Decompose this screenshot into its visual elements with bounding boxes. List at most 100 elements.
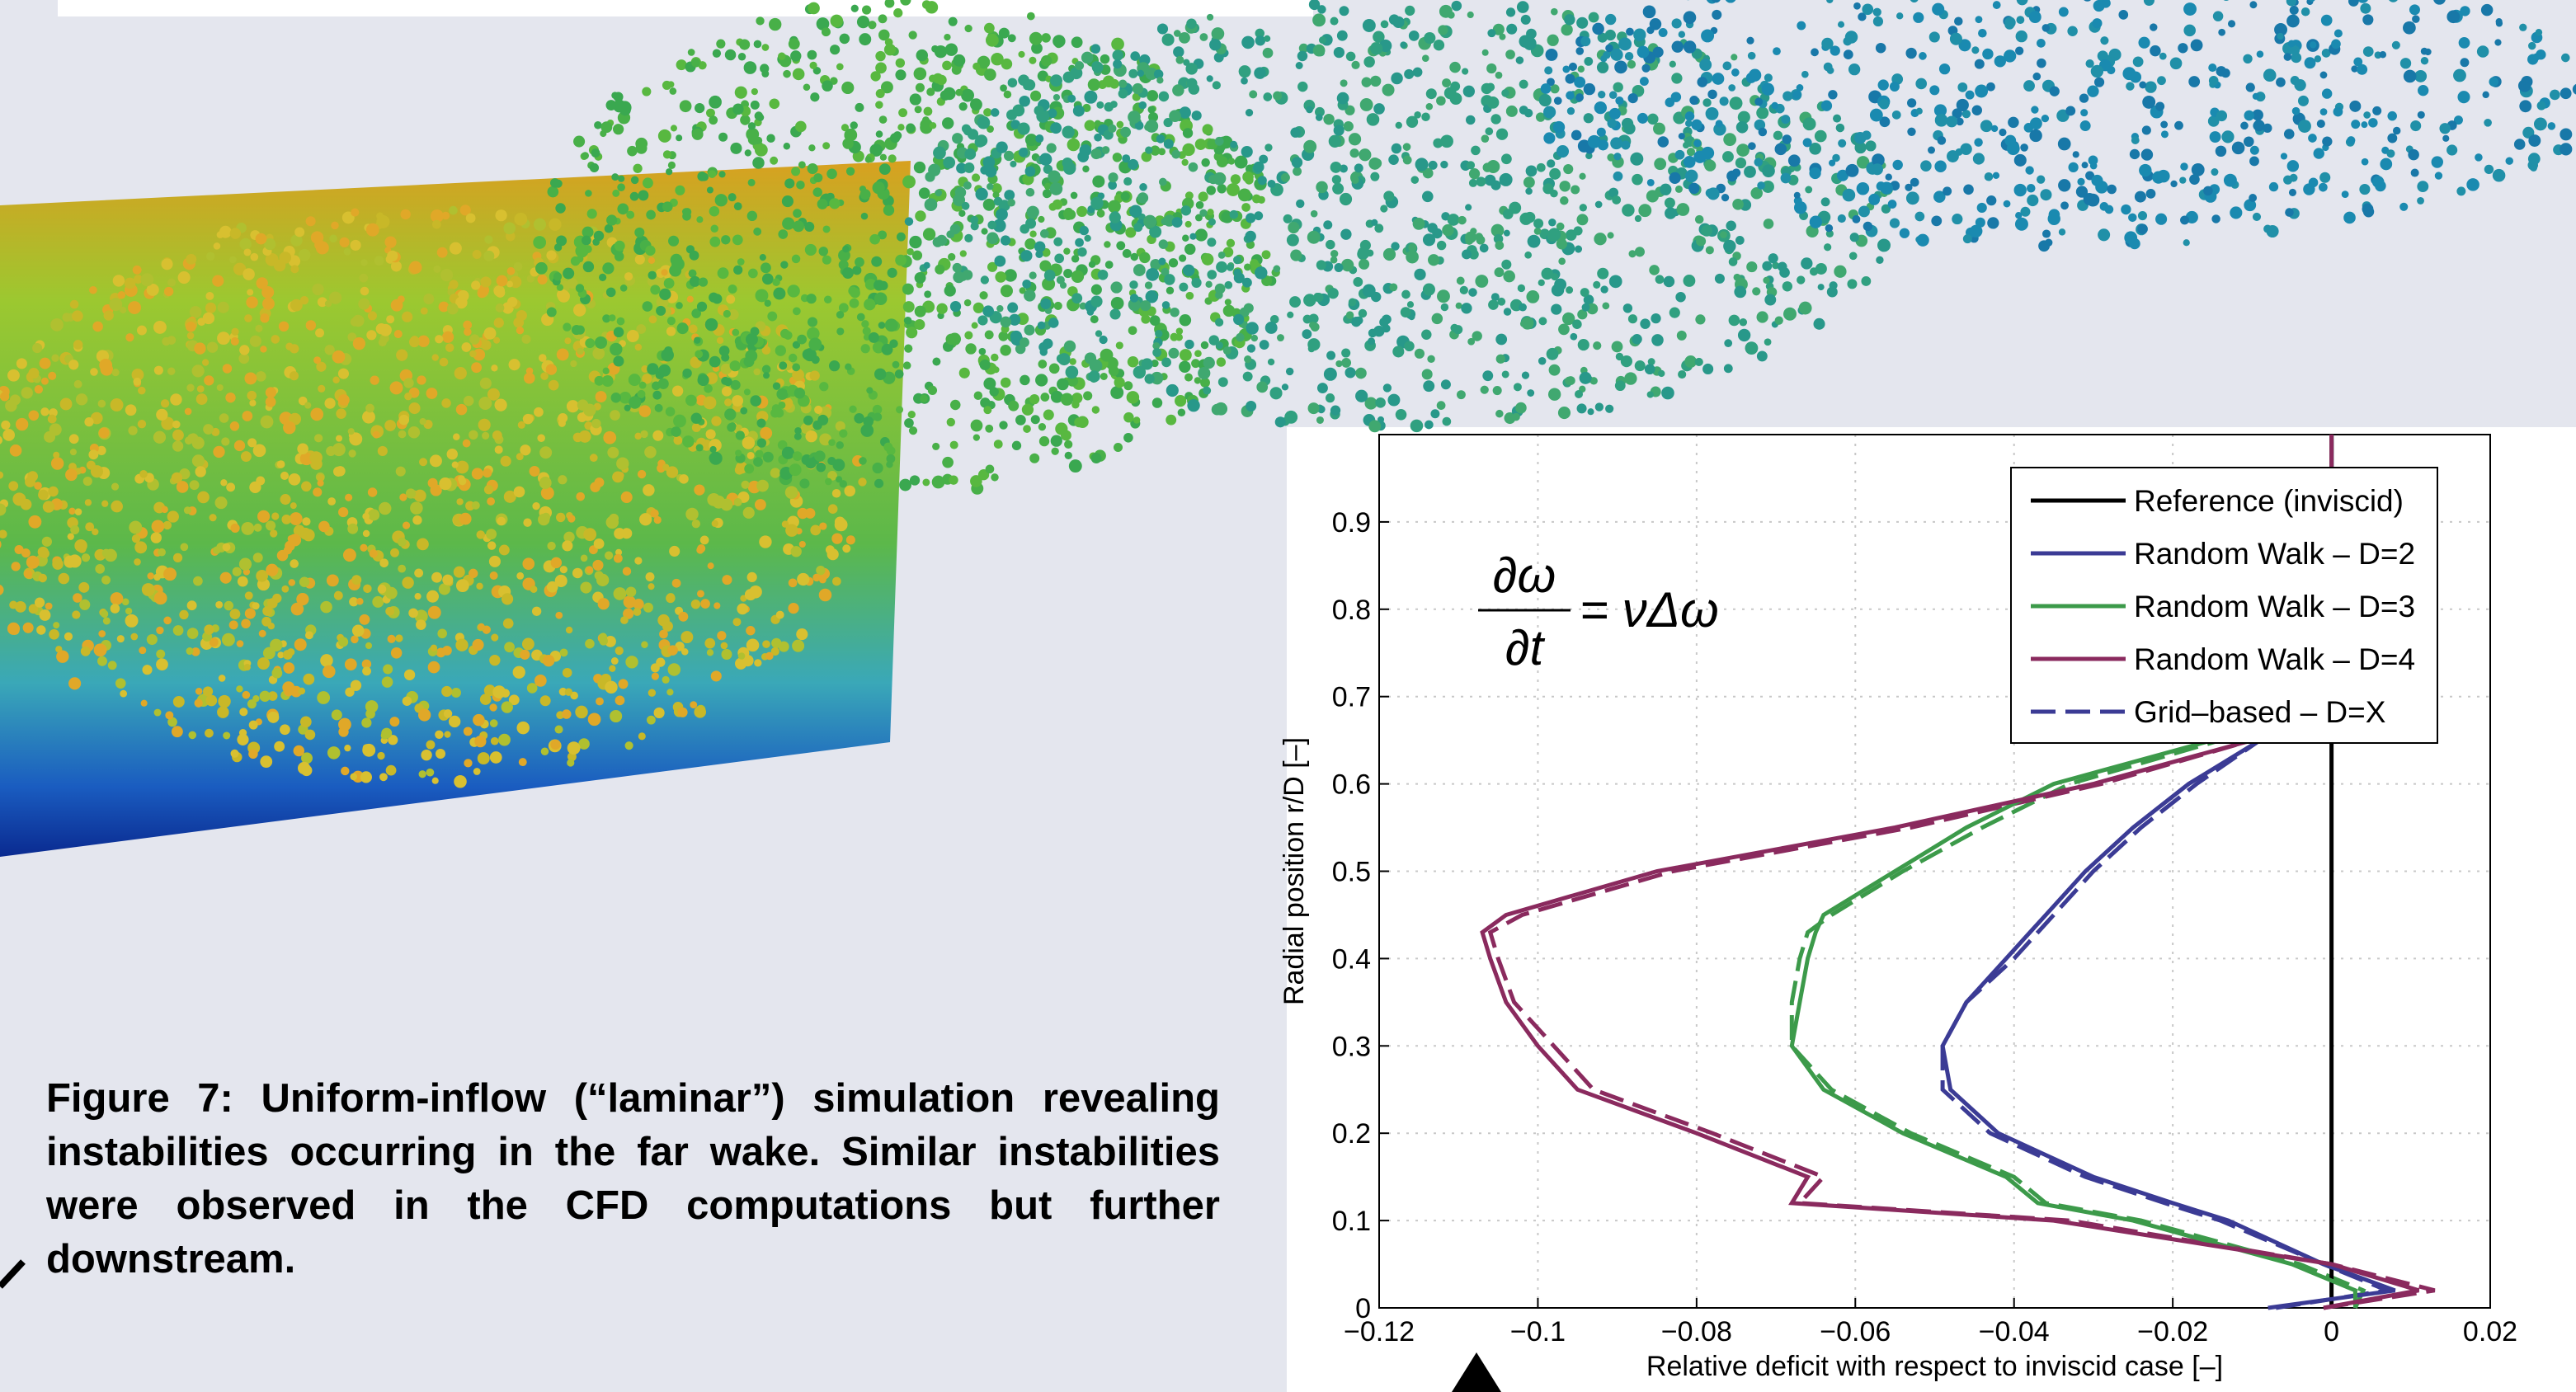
particle	[633, 164, 642, 173]
particle	[2221, 68, 2230, 78]
particle	[1000, 345, 1010, 355]
particle	[532, 502, 539, 510]
particle	[2519, 24, 2527, 31]
particle	[1702, 98, 1711, 106]
particle	[865, 156, 872, 162]
particle	[497, 275, 508, 287]
particle	[2404, 70, 2417, 83]
particle	[1462, 249, 1472, 259]
particle	[1588, 135, 1601, 148]
particle	[1595, 402, 1604, 411]
particle	[480, 276, 491, 287]
particle	[1826, 0, 1833, 3]
particle	[463, 440, 471, 448]
particle	[539, 477, 552, 489]
particle	[1687, 148, 1695, 156]
particle	[769, 18, 781, 31]
particle	[1506, 7, 1515, 16]
particle	[1351, 176, 1359, 184]
particle	[1597, 62, 1608, 73]
particle	[1035, 134, 1043, 143]
particle	[1074, 417, 1084, 427]
particle	[977, 315, 987, 325]
particle	[173, 696, 185, 708]
particle	[1062, 158, 1073, 168]
particle	[2155, 102, 2164, 111]
particle	[836, 441, 844, 449]
particle	[555, 203, 565, 213]
particle	[1693, 139, 1701, 147]
particle	[1671, 92, 1681, 101]
particle	[535, 675, 547, 687]
particle	[744, 61, 757, 74]
particle	[654, 708, 665, 718]
particle	[1015, 415, 1026, 426]
particle	[1905, 48, 1916, 59]
particle	[331, 222, 339, 230]
particle	[587, 209, 597, 219]
particle	[1024, 289, 1035, 301]
particle	[437, 628, 447, 638]
particle	[1858, 205, 1870, 217]
particle	[1083, 391, 1092, 400]
particle	[1640, 318, 1650, 328]
particle	[1127, 391, 1139, 403]
particle	[2174, 121, 2183, 130]
particle	[449, 206, 458, 215]
particle	[188, 731, 196, 740]
particle	[746, 333, 758, 346]
particle	[7, 369, 20, 382]
particle	[1423, 380, 1434, 392]
particle	[1245, 231, 1256, 242]
particle	[1145, 281, 1152, 289]
particle	[1546, 49, 1558, 61]
particle	[2477, 45, 2489, 58]
particle	[1699, 59, 1712, 71]
particle	[1726, 221, 1735, 231]
particle	[987, 221, 996, 230]
particle	[793, 209, 802, 218]
particle	[1886, 173, 1892, 180]
particle	[266, 387, 276, 397]
particle	[1735, 236, 1745, 245]
particle	[2314, 148, 2324, 158]
particle	[454, 567, 465, 578]
particle	[1207, 209, 1213, 215]
particle	[1675, 150, 1685, 160]
particle	[726, 294, 735, 303]
particle	[2331, 40, 2341, 49]
particle	[1040, 299, 1051, 309]
particle	[243, 691, 251, 699]
particle	[2137, 223, 2148, 234]
particle	[673, 436, 682, 445]
particle	[1403, 143, 1411, 151]
particle	[2484, 119, 2492, 127]
particle	[70, 449, 77, 455]
particle	[139, 647, 146, 654]
particle	[2317, 120, 2325, 128]
particle	[1782, 134, 1792, 144]
particle	[1976, 218, 1985, 228]
particle	[1110, 101, 1118, 108]
particle	[1053, 237, 1062, 247]
particle	[220, 479, 227, 486]
particle	[419, 458, 427, 466]
particle	[1316, 416, 1324, 424]
particle	[916, 49, 928, 61]
particle	[652, 391, 662, 400]
particle	[923, 228, 935, 240]
particle	[2016, 31, 2027, 42]
particle	[147, 634, 158, 645]
particle	[2319, 183, 2328, 192]
particle	[1580, 204, 1587, 211]
particle	[1675, 292, 1685, 302]
particle	[1175, 56, 1184, 64]
vorticity-slab	[0, 161, 911, 857]
particle	[1495, 72, 1503, 79]
particle	[466, 214, 476, 223]
particle	[52, 558, 63, 569]
particle	[1890, 82, 1900, 92]
particle	[822, 256, 831, 265]
particle	[1991, 125, 1998, 132]
particle	[2130, 149, 2140, 159]
